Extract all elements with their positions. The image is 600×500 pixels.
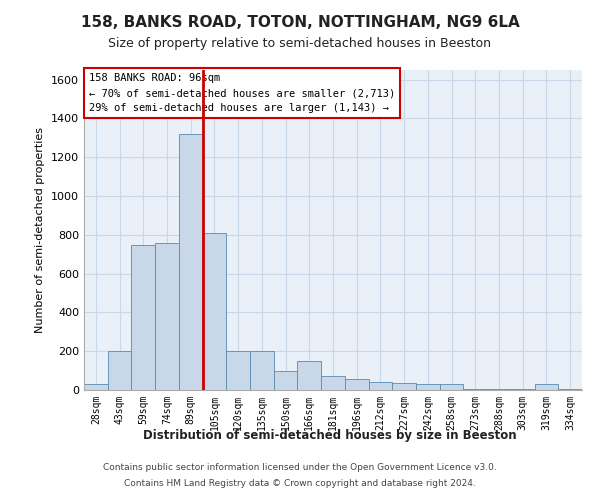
Y-axis label: Number of semi-detached properties: Number of semi-detached properties xyxy=(35,127,46,333)
Text: 158, BANKS ROAD, TOTON, NOTTINGHAM, NG9 6LA: 158, BANKS ROAD, TOTON, NOTTINGHAM, NG9 … xyxy=(80,15,520,30)
Bar xyxy=(463,389,487,390)
Bar xyxy=(487,389,511,390)
Text: Distribution of semi-detached houses by size in Beeston: Distribution of semi-detached houses by … xyxy=(143,430,517,442)
Bar xyxy=(274,370,298,390)
Text: Contains public sector information licensed under the Open Government Licence v3: Contains public sector information licen… xyxy=(103,464,497,472)
Bar xyxy=(440,384,463,390)
Bar xyxy=(511,389,535,390)
Bar xyxy=(226,351,250,390)
Bar xyxy=(535,384,558,390)
Text: Size of property relative to semi-detached houses in Beeston: Size of property relative to semi-detach… xyxy=(109,38,491,51)
Bar xyxy=(108,351,131,390)
Bar xyxy=(155,242,179,390)
Bar xyxy=(131,244,155,390)
Bar xyxy=(416,384,440,390)
Bar xyxy=(558,389,582,390)
Bar xyxy=(84,384,108,390)
Bar xyxy=(298,361,321,390)
Bar xyxy=(368,382,392,390)
Bar xyxy=(179,134,203,390)
Bar xyxy=(203,233,226,390)
Text: 158 BANKS ROAD: 96sqm
← 70% of semi-detached houses are smaller (2,713)
29% of s: 158 BANKS ROAD: 96sqm ← 70% of semi-deta… xyxy=(89,73,395,113)
Bar xyxy=(392,383,416,390)
Bar xyxy=(250,351,274,390)
Text: Contains HM Land Registry data © Crown copyright and database right 2024.: Contains HM Land Registry data © Crown c… xyxy=(124,478,476,488)
Bar xyxy=(321,376,345,390)
Bar xyxy=(345,380,368,390)
